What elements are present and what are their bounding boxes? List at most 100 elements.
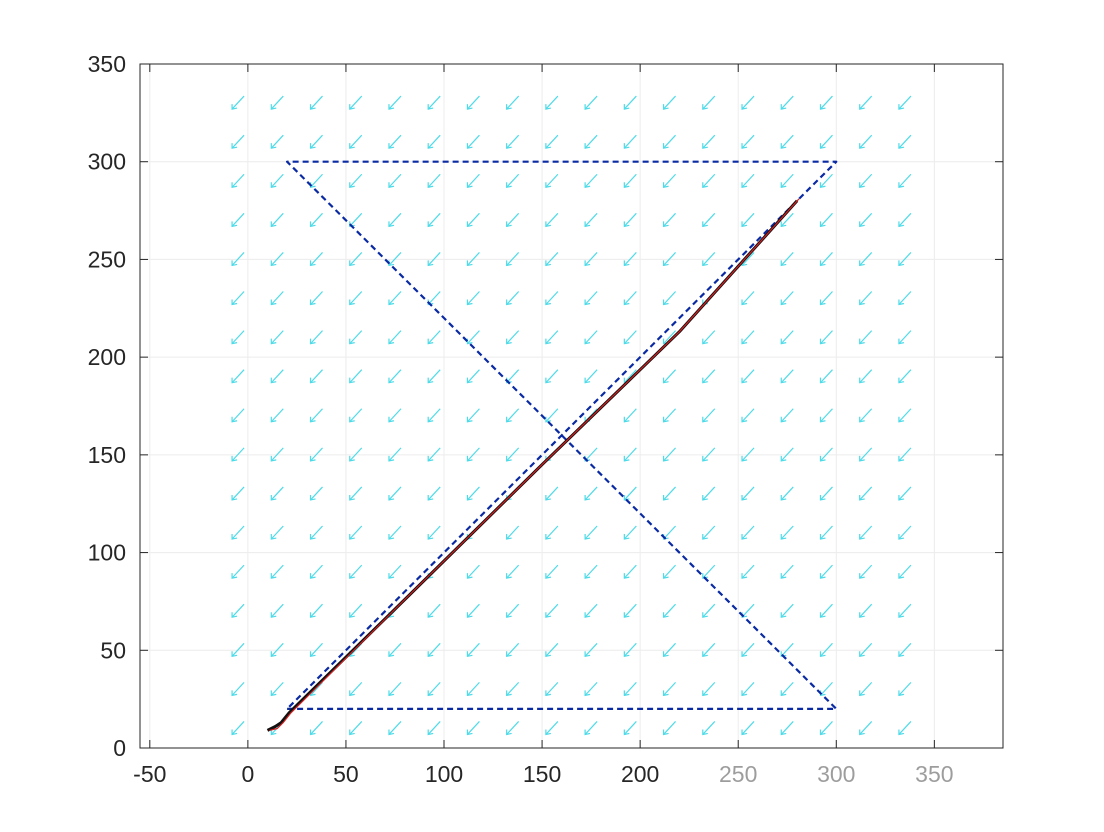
quiver-arrow xyxy=(231,681,245,697)
quiver-arrow xyxy=(859,173,873,188)
quiver-arrow xyxy=(623,642,637,658)
quiver-arrow xyxy=(231,525,245,540)
quiver-arrow xyxy=(780,134,794,149)
quiver-arrow xyxy=(545,603,559,618)
quiver-arrow xyxy=(270,642,284,658)
quiver-arrow xyxy=(623,95,637,110)
quiver-arrow xyxy=(623,681,637,697)
quiver-arrow xyxy=(819,212,833,228)
quiver-arrow xyxy=(231,330,245,345)
quiver-arrow xyxy=(584,642,598,658)
quiver-arrow xyxy=(270,291,284,306)
axes-box xyxy=(139,63,1004,749)
quiver-arrow xyxy=(270,525,284,540)
quiver-arrow xyxy=(780,603,794,618)
quiver-arrow xyxy=(780,642,794,658)
quiver-arrow xyxy=(859,408,873,423)
quiver-arrow xyxy=(702,173,716,188)
quiver-arrow xyxy=(584,486,598,501)
quiver-arrow xyxy=(466,212,480,228)
quiver-arrow xyxy=(780,330,794,345)
quiver-arrow xyxy=(662,681,677,697)
x-tick-label: 150 xyxy=(523,761,561,787)
quiver-arrow xyxy=(898,330,912,345)
quiver-arrow xyxy=(584,173,598,188)
quiver-arrow xyxy=(819,408,833,423)
quiver-arrow xyxy=(898,369,912,384)
y-tick-label: 0 xyxy=(113,735,126,761)
quiver-arrow xyxy=(662,369,677,384)
quiver-arrow xyxy=(466,721,480,736)
quiver-arrow xyxy=(270,134,284,149)
quiver-arrow xyxy=(702,408,716,423)
quiver-arrow xyxy=(545,291,559,306)
quiver-arrow xyxy=(859,721,873,736)
quiver-arrow xyxy=(427,252,441,267)
quiver-arrow xyxy=(506,447,520,462)
quiver-arrow xyxy=(388,291,402,306)
quiver-arrow xyxy=(270,330,284,345)
quiver-arrow xyxy=(506,291,520,306)
quiver-arrow xyxy=(349,95,363,110)
quiver-arrow xyxy=(427,486,441,501)
quiver-arrow xyxy=(623,564,637,579)
quiver-arrow xyxy=(623,330,637,345)
quiver-arrow xyxy=(231,564,245,579)
quiver-arrow xyxy=(466,95,480,110)
quiver-arrow xyxy=(427,134,441,149)
quiver-arrow xyxy=(780,564,794,579)
quiver-arrow xyxy=(309,642,323,658)
quiver-arrow xyxy=(819,291,833,306)
quiver-arrow xyxy=(662,486,677,501)
quiver-arrow xyxy=(388,486,402,501)
quiver-arrow xyxy=(859,252,873,267)
quiver-arrow xyxy=(623,721,637,736)
quiver-arrow xyxy=(506,330,520,345)
y-tick-label: 150 xyxy=(88,442,126,468)
quiver-arrow xyxy=(545,252,559,267)
watermark xyxy=(718,758,1078,798)
quiver-arrow xyxy=(662,408,677,423)
quiver-arrow xyxy=(819,642,833,658)
quiver-arrow xyxy=(898,564,912,579)
quiver-arrow xyxy=(859,681,873,697)
series-line-1 xyxy=(286,160,838,711)
quiver-arrow xyxy=(819,721,833,736)
x-tick-label: 0 xyxy=(241,761,254,787)
quiver-arrow xyxy=(584,681,598,697)
quiver-arrow xyxy=(780,212,794,228)
quiver-arrow xyxy=(819,95,833,110)
quiver-arrow xyxy=(859,134,873,149)
quiver-arrow xyxy=(466,642,480,658)
quiver-arrow xyxy=(780,525,794,540)
quiver-arrow xyxy=(231,486,245,501)
quiver-arrow xyxy=(623,134,637,149)
quiver-arrow xyxy=(859,291,873,306)
x-tick-label: 100 xyxy=(425,761,463,787)
quiver-arrow xyxy=(427,330,441,345)
quiver-arrow xyxy=(662,603,677,618)
quiver-arrow xyxy=(388,369,402,384)
quiver-arrow xyxy=(427,681,441,697)
quiver-arrow xyxy=(466,681,480,697)
quiver-arrow xyxy=(623,447,637,462)
quiver-arrow xyxy=(819,173,833,188)
quiver-arrow xyxy=(309,173,323,188)
quiver-arrow xyxy=(466,291,480,306)
y-tick-label: 350 xyxy=(88,51,126,77)
quiver-arrow xyxy=(349,212,363,228)
quiver-arrow xyxy=(427,603,441,618)
quiver-arrow xyxy=(545,721,559,736)
quiver-arrow xyxy=(819,603,833,618)
quiver-arrow xyxy=(702,252,716,267)
quiver-arrow xyxy=(466,564,480,579)
quiver-arrow xyxy=(545,408,559,423)
quiver-arrow xyxy=(545,564,559,579)
quiver-arrow xyxy=(741,134,755,149)
quiver-arrow xyxy=(702,642,716,658)
quiver-arrow xyxy=(388,408,402,423)
quiver-arrow xyxy=(898,212,912,228)
quiver-arrow xyxy=(231,173,245,188)
quiver-arrow xyxy=(545,525,559,540)
quiver-arrow xyxy=(584,134,598,149)
